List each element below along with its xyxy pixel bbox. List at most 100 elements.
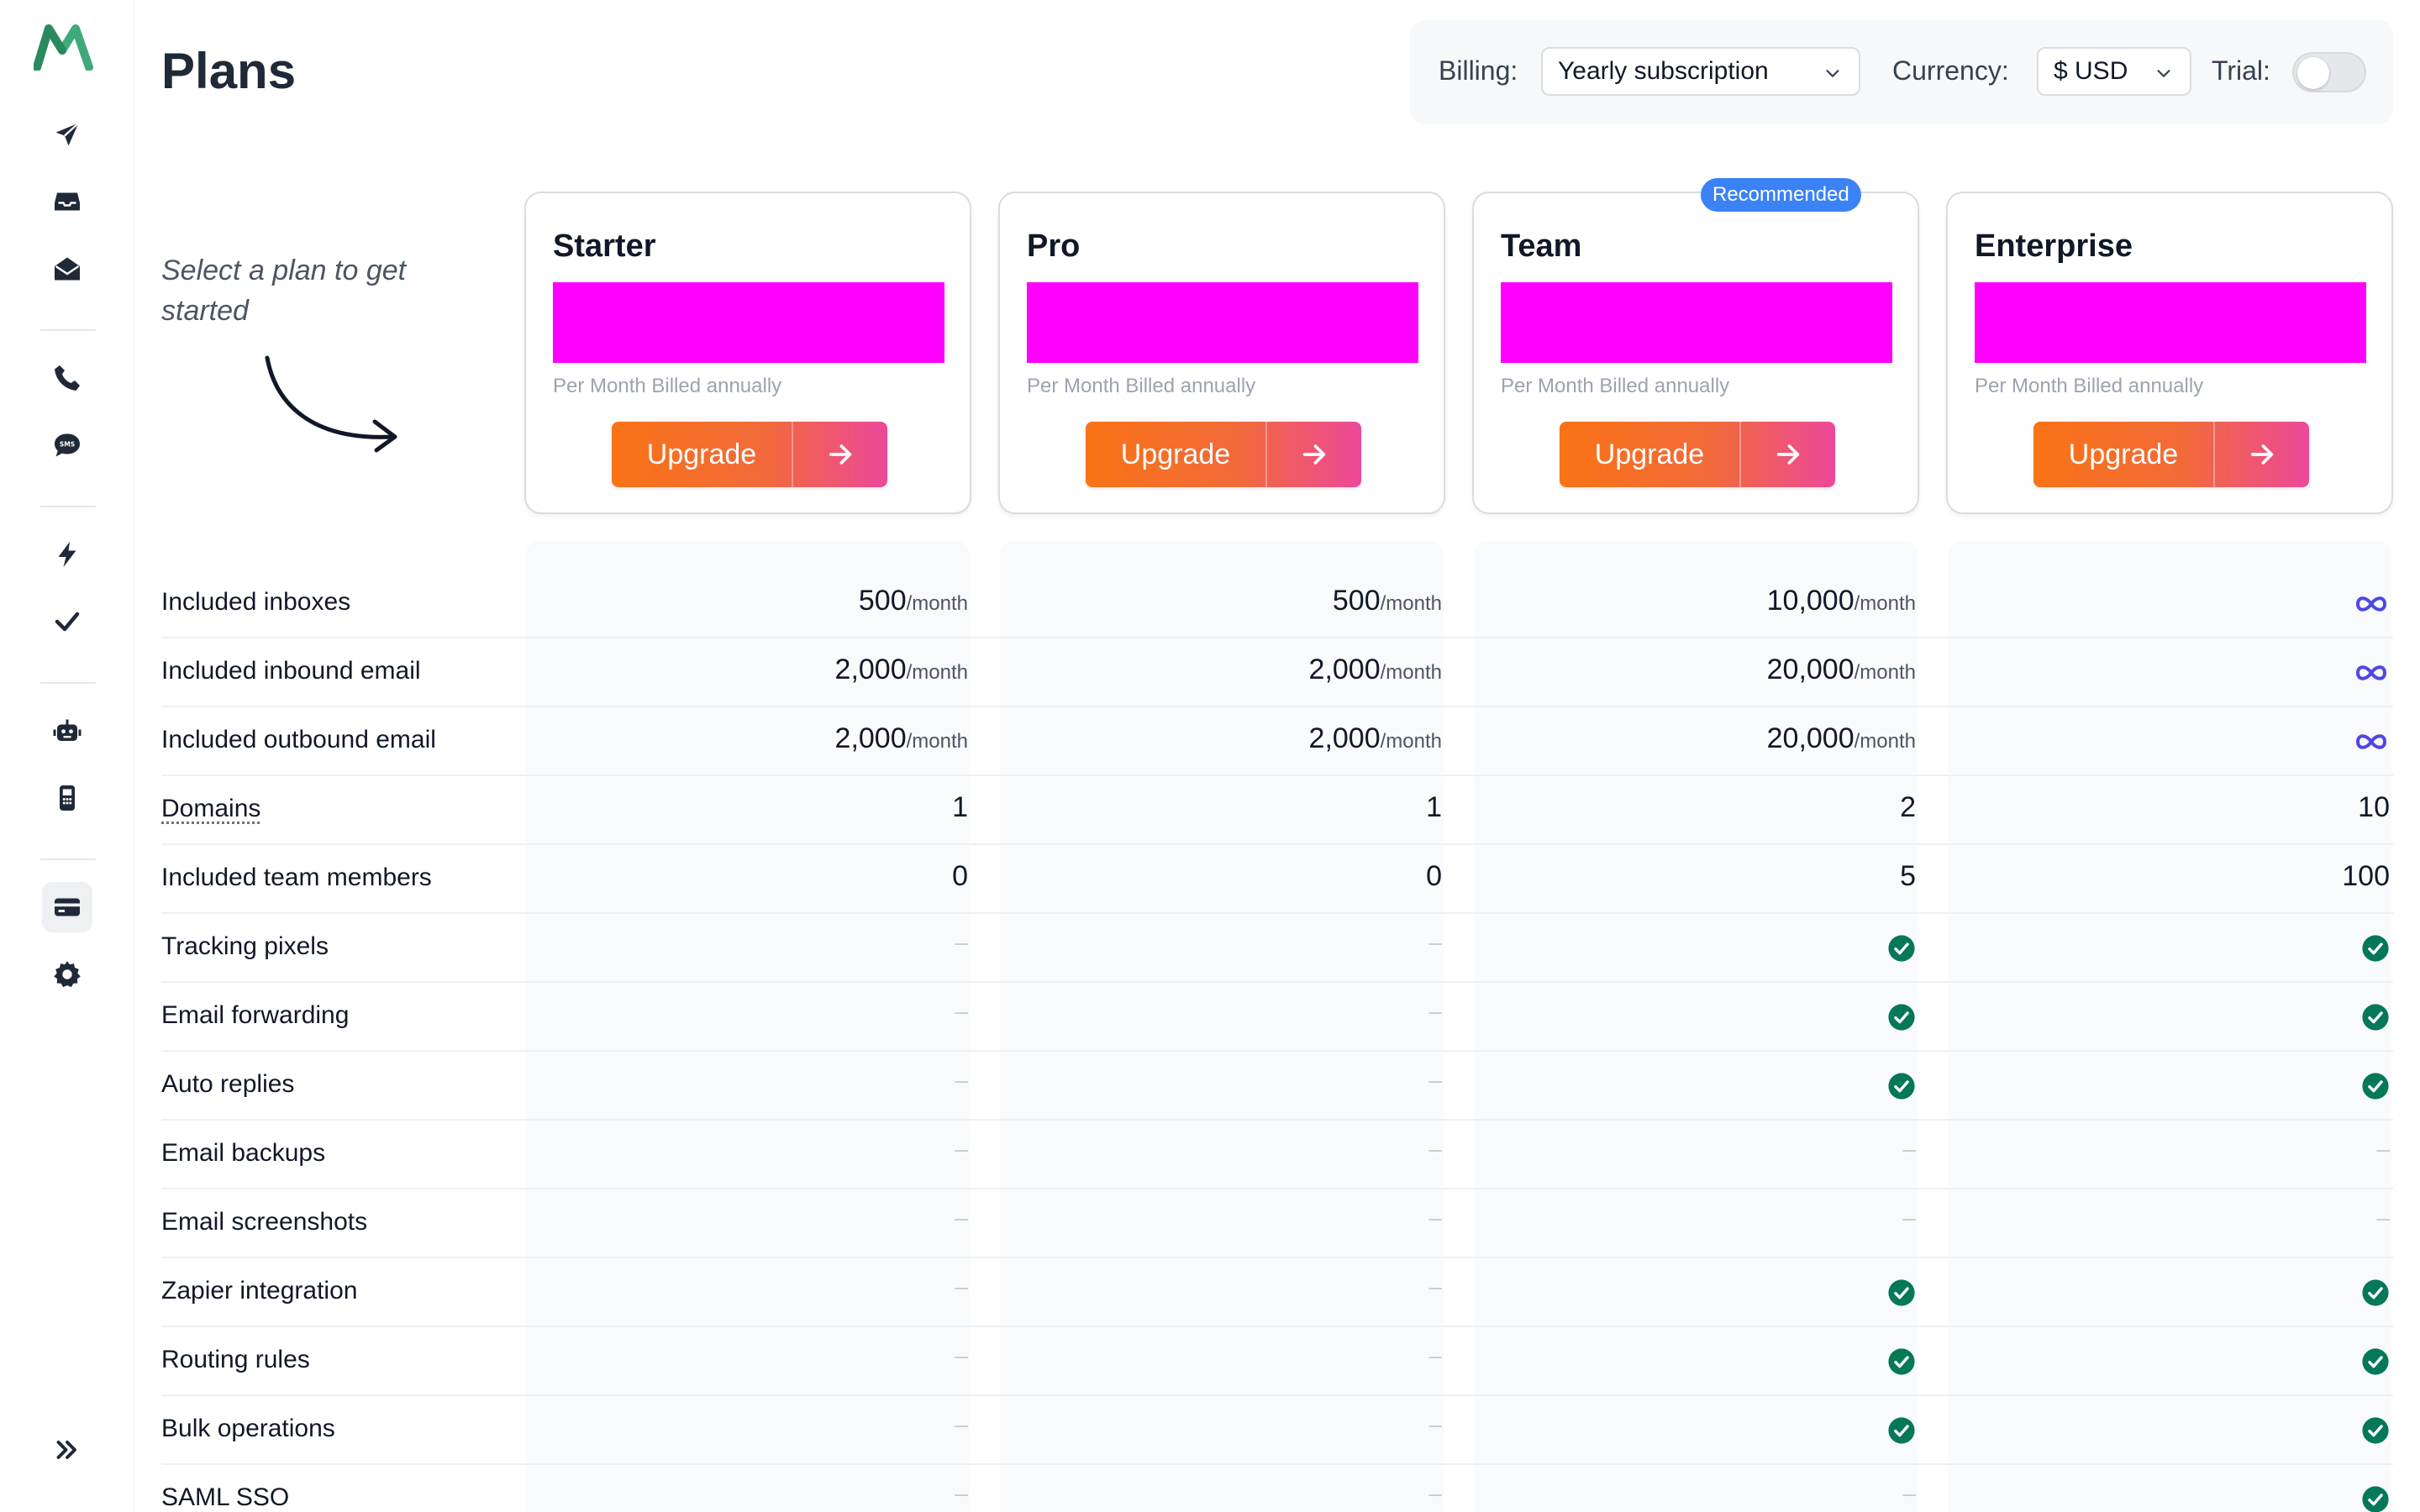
- starter-column: [526, 541, 970, 1512]
- feature-label: Email backups: [161, 1139, 326, 1167]
- inbox-icon[interactable]: [42, 176, 92, 227]
- billing-note: Per Month Billed annually: [1975, 375, 2204, 397]
- chevron-down-icon: [1826, 70, 1839, 77]
- currency-select[interactable]: $ USD: [2037, 47, 2191, 96]
- billing-label: Billing:: [1439, 55, 1518, 86]
- check-icon[interactable]: [42, 596, 92, 647]
- trial-label: Trial:: [2212, 55, 2270, 86]
- bolt-icon[interactable]: [42, 529, 92, 580]
- feature-label: SAML SSO: [161, 1483, 290, 1511]
- toggle-knob: [2297, 57, 2329, 89]
- check-circle-icon: [2154, 1273, 2390, 1312]
- feature-label: Zapier integration: [161, 1277, 358, 1305]
- check-circle-icon: [2154, 1067, 2390, 1105]
- sms-icon[interactable]: SMS: [42, 420, 92, 470]
- billing-value: Yearly subscription: [1558, 57, 1769, 85]
- not-included-dash: –: [1428, 1342, 1442, 1368]
- price-placeholder: [553, 282, 944, 363]
- not-included-dash: –: [955, 1411, 968, 1437]
- feature-value: 500/month: [858, 585, 968, 617]
- check-circle-icon: [1681, 1273, 1916, 1312]
- feature-label[interactable]: Domains: [161, 795, 261, 822]
- plan-card-pro: Pro Per Month Billed annually Upgrade: [998, 192, 1445, 514]
- plan-name: Team: [1501, 228, 1582, 264]
- chevron-down-icon: [2157, 70, 2170, 77]
- billing-note: Per Month Billed annually: [1027, 375, 1256, 397]
- not-included-dash: –: [955, 1342, 968, 1368]
- upgrade-label: Upgrade: [1086, 422, 1267, 487]
- not-included-dash: –: [1902, 1136, 1916, 1162]
- feature-value: 1: [1426, 791, 1442, 823]
- billing-select[interactable]: Yearly subscription: [1541, 47, 1860, 96]
- plan-name: Starter: [553, 228, 656, 264]
- feature-row: Included outbound email 2,000/month 2,000/…: [161, 707, 2393, 776]
- check-circle-icon: [2154, 1480, 2390, 1512]
- feature-row: Email backups – – – –: [161, 1121, 2393, 1189]
- feature-row: Email forwarding – –: [161, 983, 2393, 1052]
- not-included-dash: –: [1428, 1067, 1442, 1093]
- check-circle-icon: [2154, 998, 2390, 1037]
- not-included-dash: –: [1902, 1480, 1916, 1506]
- not-included-dash: –: [955, 1273, 968, 1299]
- price-placeholder: [1975, 282, 2366, 363]
- check-circle-icon: [1681, 998, 1916, 1037]
- arrow-right-icon: [1302, 444, 1326, 465]
- enterprise-column: [1948, 541, 2391, 1512]
- upgrade-label: Upgrade: [2033, 422, 2215, 487]
- not-included-dash: –: [955, 998, 968, 1024]
- upgrade-label: Upgrade: [1560, 422, 1741, 487]
- billing-note: Per Month Billed annually: [553, 375, 782, 397]
- gear-icon[interactable]: [42, 949, 92, 1000]
- not-included-dash: –: [1428, 998, 1442, 1024]
- feature-label: Routing rules: [161, 1346, 310, 1373]
- feature-label: Email screenshots: [161, 1208, 368, 1236]
- not-included-dash: –: [1902, 1205, 1916, 1231]
- feature-label: Auto replies: [161, 1070, 295, 1098]
- feature-value: 2: [1900, 791, 1916, 823]
- currency-label: Currency:: [1892, 55, 2009, 86]
- expand-icon[interactable]: [42, 1425, 92, 1475]
- feature-value: 1: [952, 791, 968, 823]
- not-included-dash: –: [2376, 1136, 2390, 1162]
- pro-column: [1000, 541, 1444, 1512]
- billing-note: Per Month Billed annually: [1501, 375, 1730, 397]
- feature-value: 0: [952, 860, 968, 892]
- plan-card-enterprise: Enterprise Per Month Billed annually Upg…: [1946, 192, 2393, 514]
- feature-value: 2,000/month: [834, 654, 968, 685]
- feature-row: Email screenshots – – – –: [161, 1189, 2393, 1258]
- feature-value: 10: [2358, 791, 2390, 823]
- send-icon[interactable]: [42, 109, 92, 160]
- check-circle-icon: [1681, 1067, 1916, 1105]
- feature-value: 2,000/month: [1308, 654, 1442, 685]
- team-column: [1474, 541, 1918, 1512]
- feature-row: SAML SSO – – –: [161, 1465, 2393, 1512]
- feature-value: 20,000/month: [1766, 722, 1916, 754]
- check-circle-icon: [1681, 1342, 1916, 1381]
- phone-icon[interactable]: [42, 353, 92, 403]
- feature-value: 5: [1900, 860, 1916, 892]
- feature-row: Tracking pixels – –: [161, 914, 2393, 983]
- mobile-icon[interactable]: [42, 773, 92, 823]
- robot-icon[interactable]: [42, 706, 92, 756]
- sidebar: SMS: [0, 0, 134, 1512]
- infinity-icon: [2154, 585, 2390, 623]
- feature-value: 10,000/month: [1766, 585, 1916, 617]
- feature-label: Included team members: [161, 864, 432, 891]
- upgrade-button-team[interactable]: Upgrade: [1560, 422, 1835, 487]
- upgrade-button-pro[interactable]: Upgrade: [1086, 422, 1361, 487]
- not-included-dash: –: [1428, 1480, 1442, 1506]
- check-circle-icon: [2154, 929, 2390, 968]
- upgrade-button-enterprise[interactable]: Upgrade: [2033, 422, 2309, 487]
- upgrade-button-starter[interactable]: Upgrade: [612, 422, 887, 487]
- plan-name: Pro: [1027, 228, 1081, 264]
- not-included-dash: –: [955, 1205, 968, 1231]
- trial-toggle[interactable]: [2292, 52, 2366, 92]
- feature-value: 100: [2342, 860, 2390, 892]
- envelope-open-icon[interactable]: [42, 244, 92, 294]
- feature-value: 500/month: [1332, 585, 1442, 617]
- credit-card-icon[interactable]: [42, 882, 92, 932]
- not-included-dash: –: [955, 929, 968, 955]
- not-included-dash: –: [955, 1067, 968, 1093]
- infinity-icon: [2154, 654, 2390, 692]
- logo-icon[interactable]: [34, 24, 94, 71]
